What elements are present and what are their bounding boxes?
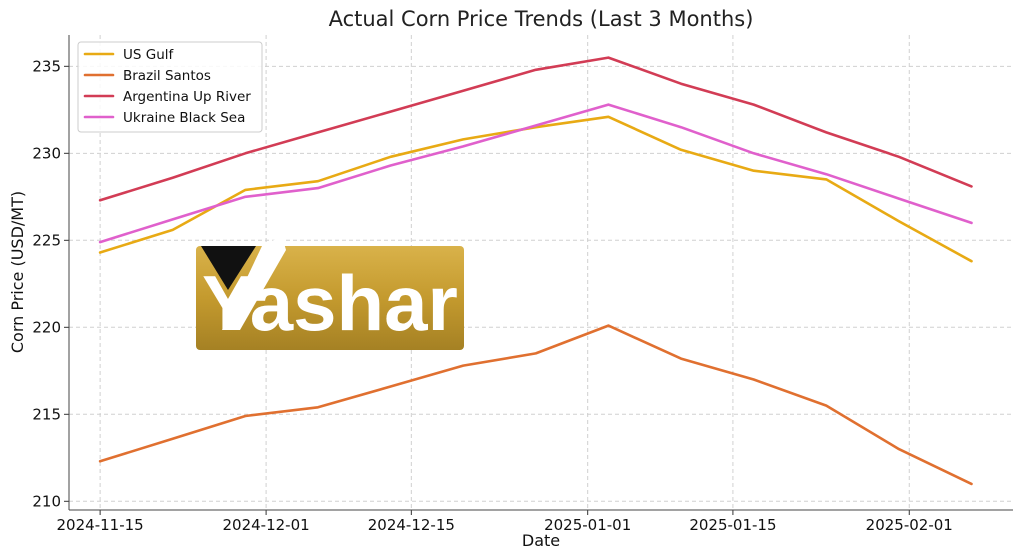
y-tick-label: 225 xyxy=(32,231,61,249)
x-axis-label: Date xyxy=(522,531,560,550)
y-tick-label: 235 xyxy=(32,57,61,75)
series-line-argentina-up-river xyxy=(98,56,973,202)
series xyxy=(98,56,973,486)
x-tick-label: 2025-01-15 xyxy=(689,516,776,534)
legend-label-us-gulf: US Gulf xyxy=(123,47,175,63)
y-tick-label: 215 xyxy=(32,405,61,423)
legend-label-brazil-santos: Brazil Santos xyxy=(123,68,211,84)
y-axis-label: Corn Price (USD/MT) xyxy=(8,191,27,353)
x-tick-label: 2024-11-15 xyxy=(57,516,144,534)
axes: 210 215 220 225 230 235 2024-11-15 2024-12-01 20… xyxy=(32,35,1013,534)
legend-label-ukraine-black-sea: Ukraine Black Sea xyxy=(123,110,245,126)
x-tick-label: 2025-02-01 xyxy=(866,516,953,534)
logo-white-slash xyxy=(222,236,286,330)
legend: US Gulf Brazil Santos Argentina Up River Uk… xyxy=(77,41,263,133)
x-tick-label: 2024-12-01 xyxy=(223,516,310,534)
y-tick-label: 220 xyxy=(32,318,61,336)
logo-black-triangle xyxy=(201,246,256,290)
chart-title: Actual Corn Price Trends (Last 3 Months) xyxy=(329,7,754,31)
y-tick-label: 210 xyxy=(32,492,61,510)
legend-label-argentina-up-river: Argentina Up River xyxy=(123,89,251,105)
yashar-logo-watermark: Yashar xyxy=(196,236,464,350)
series-line-us-gulf xyxy=(98,115,973,263)
x-tick-label: 2024-12-15 xyxy=(368,516,455,534)
y-tick-label: 230 xyxy=(32,144,61,162)
series-line-brazil-santos xyxy=(98,324,973,486)
series-line-ukraine-black-sea xyxy=(98,103,973,244)
logo-text: Yashar xyxy=(202,259,458,347)
x-tick-label: 2025-01-01 xyxy=(544,516,631,534)
legend-box xyxy=(77,41,263,133)
